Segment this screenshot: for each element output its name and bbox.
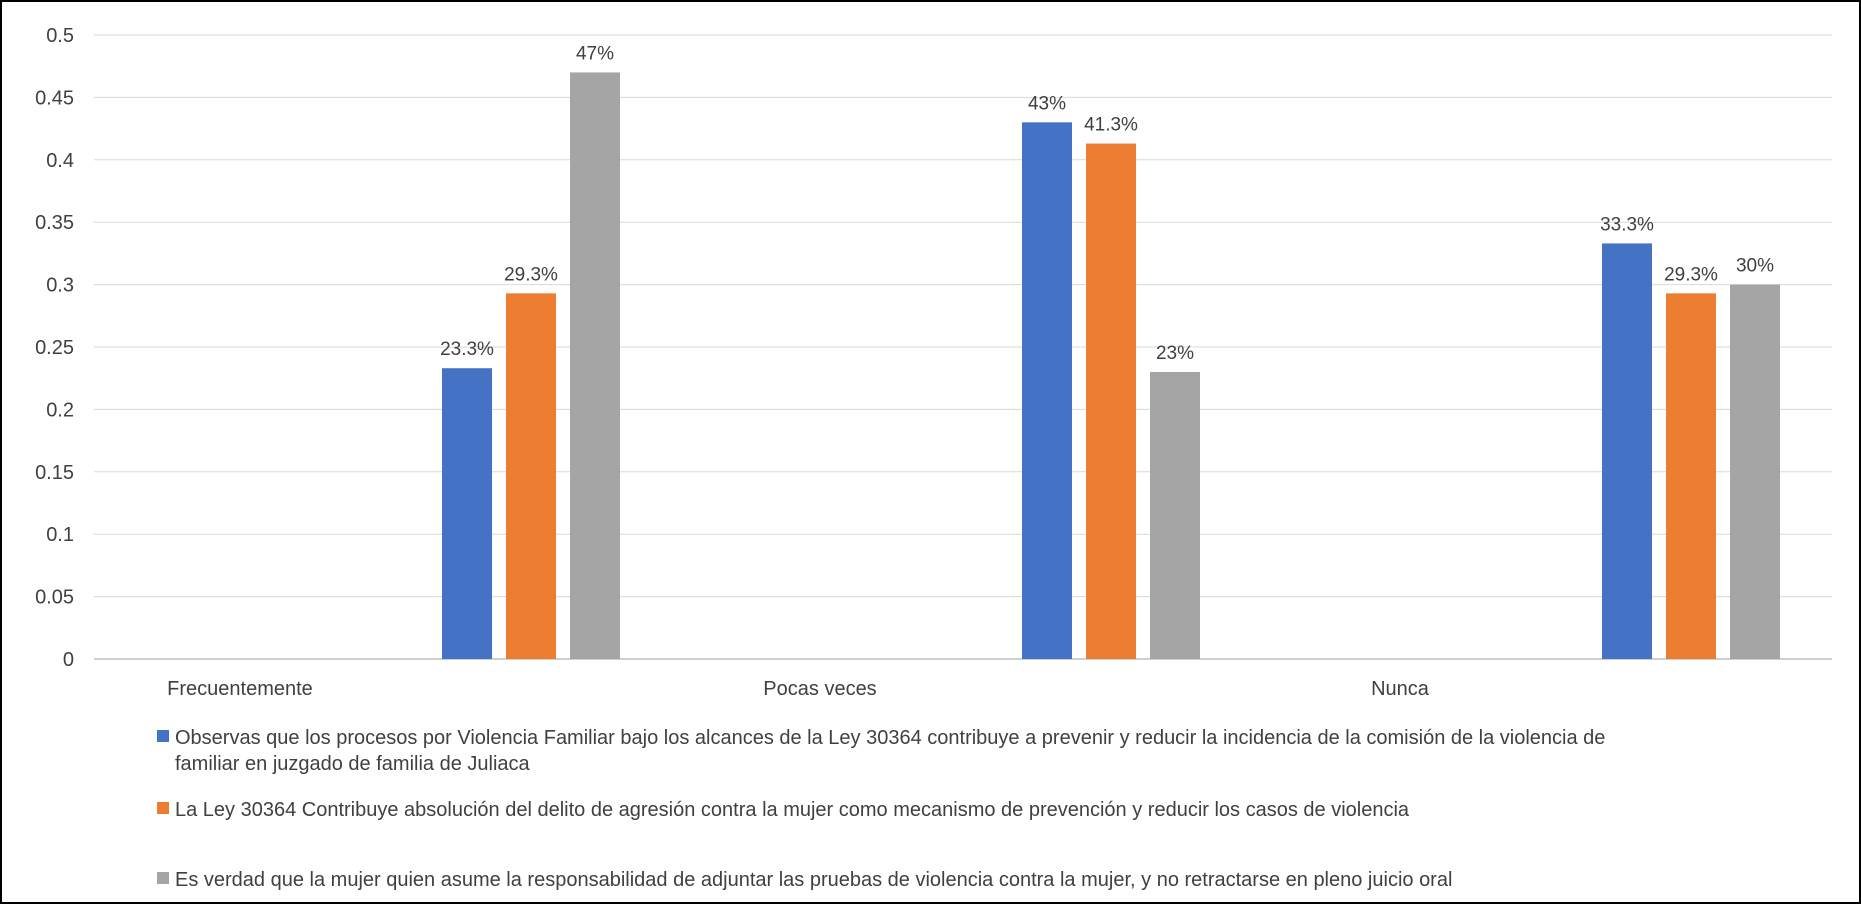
legend-swatch — [157, 730, 169, 742]
data-label: 29.3% — [1664, 264, 1718, 285]
data-label: 30% — [1736, 256, 1774, 277]
x-category-label: Nunca — [1371, 678, 1430, 700]
bar — [442, 368, 492, 659]
y-tick-label: 0 — [63, 649, 74, 671]
data-label: 41.3% — [1084, 115, 1138, 136]
bar — [1150, 371, 1200, 659]
y-axis-ticks: 0 0.05 0.1 0.15 0.2 0.25 0.3 0.35 0.4 0.45 0.5 — [35, 25, 74, 671]
bar — [1602, 243, 1652, 659]
y-tick-label: 0.5 — [46, 25, 74, 47]
legend-label: La Ley 30364 Contribuye absolución del d… — [175, 799, 1410, 821]
legend-label: Observas que los procesos por Violencia … — [175, 727, 1605, 749]
y-tick-label: 0.45 — [35, 87, 74, 109]
y-tick-label: 0.15 — [35, 462, 74, 484]
x-category-label: Frecuentemente — [167, 678, 313, 700]
y-tick-label: 0.1 — [46, 524, 74, 546]
data-label: 43% — [1028, 93, 1066, 114]
y-tick-label: 0.25 — [35, 337, 74, 359]
gridlines — [94, 34, 1832, 660]
data-label: 29.3% — [504, 264, 558, 285]
y-tick-label: 0.05 — [35, 587, 74, 609]
data-labels: 23.3% 29.3% 47% 43% 41.3% 23% 33.3% 29.3% 30% — [440, 43, 1774, 364]
x-axis-categories: Frecuentemente Pocas veces Nunca — [167, 678, 1430, 700]
data-label: 23.3% — [440, 339, 494, 360]
bar — [1666, 293, 1716, 659]
bar — [506, 293, 556, 659]
y-tick-label: 0.4 — [46, 150, 74, 172]
bar — [1730, 284, 1780, 659]
data-label: 47% — [576, 43, 614, 64]
legend-swatch — [157, 872, 169, 884]
bars — [442, 72, 1780, 660]
legend-label: Es verdad que la mujer quien asume la re… — [175, 869, 1452, 891]
bar — [1086, 143, 1136, 660]
y-tick-label: 0.3 — [46, 275, 74, 297]
data-label: 23% — [1156, 343, 1194, 364]
data-label: 33.3% — [1600, 214, 1654, 235]
bar — [570, 72, 620, 659]
legend-swatch — [157, 802, 169, 814]
legend: Observas que los procesos por Violencia … — [157, 727, 1605, 891]
y-tick-label: 0.35 — [35, 212, 74, 234]
bar — [1022, 122, 1072, 660]
y-tick-label: 0.2 — [46, 399, 74, 421]
x-category-label: Pocas veces — [763, 678, 876, 700]
legend-label: familiar en juzgado de familia de Juliac… — [175, 753, 531, 775]
